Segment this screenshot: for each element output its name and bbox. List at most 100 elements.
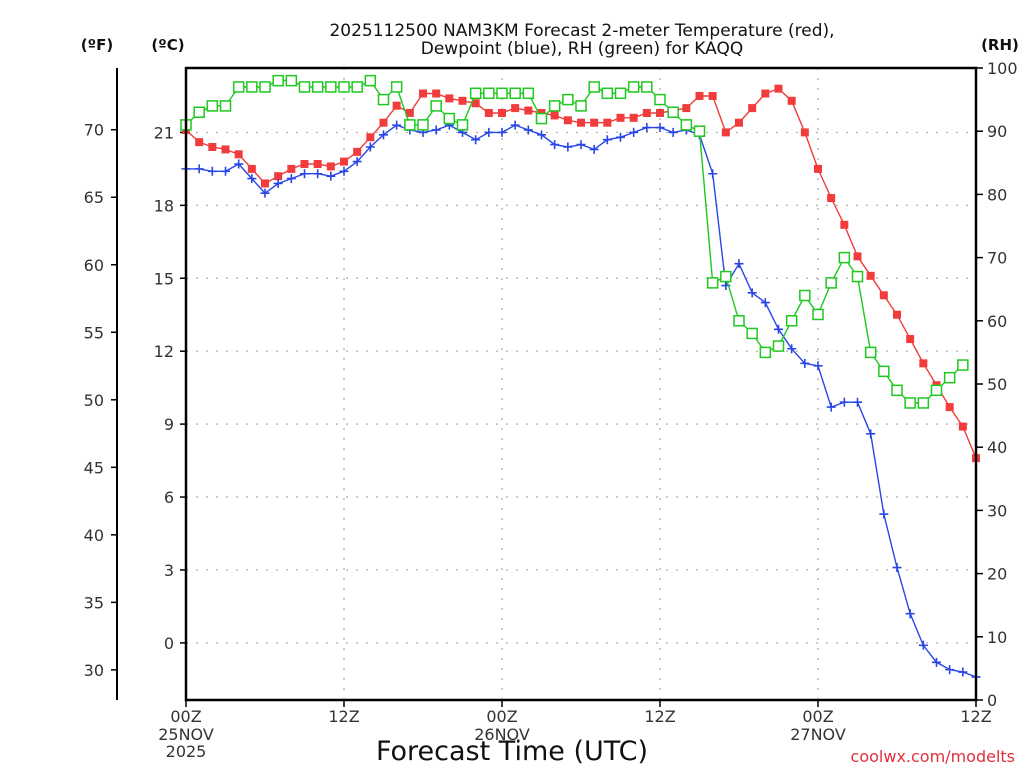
rh-tick-label: 80 <box>987 185 1007 204</box>
rh-point <box>785 315 798 327</box>
temperature-point <box>774 84 783 93</box>
dewpoint-point <box>708 169 718 179</box>
temperature-point <box>287 164 296 173</box>
date-tick-label: 25NOV <box>158 725 214 744</box>
temperature-point <box>735 118 743 127</box>
rh-point <box>469 87 482 100</box>
rh-point <box>904 397 916 409</box>
rh-point <box>193 106 205 118</box>
rh-point <box>838 251 851 264</box>
rh-point <box>575 100 587 112</box>
dewpoint-point <box>892 563 902 573</box>
dewpoint-point <box>879 509 889 519</box>
dewpoint-point <box>734 259 744 269</box>
dewpoint-point <box>642 123 652 133</box>
temperature-point <box>405 108 414 117</box>
dewpoint-point <box>194 164 204 174</box>
fahrenheit-tick-label: 35 <box>84 593 104 612</box>
temperature-point <box>945 403 954 412</box>
rh-axis: 0 10 20 30 40 50 60 70 80 90 100 <box>976 59 1018 710</box>
dewpoint-point <box>550 140 560 150</box>
rh-point <box>535 112 548 125</box>
temperature-point <box>866 271 875 280</box>
dewpoint-point <box>207 166 217 176</box>
plot-frame <box>184 66 978 702</box>
dewpoint-point <box>247 174 257 184</box>
credit-text: coolwx.com/modelts <box>851 747 1015 766</box>
rh-point <box>548 100 561 112</box>
time-tick-label: 00Z <box>170 707 201 726</box>
temperature-point <box>419 89 427 98</box>
temperature-point <box>616 113 625 122</box>
time-tick-label: 00Z <box>802 707 833 726</box>
rh-point <box>772 340 785 352</box>
dewpoint-point <box>431 125 441 135</box>
rh-point <box>259 81 271 93</box>
temperature-point <box>577 118 585 127</box>
fahrenheit-unit-label: (ºF) <box>81 36 113 54</box>
temperature-point <box>853 252 862 261</box>
rh-point <box>588 81 600 93</box>
dewpoint-point <box>510 120 520 130</box>
rh-point <box>930 384 943 397</box>
dewpoint-point <box>576 140 586 150</box>
rh-point <box>232 81 245 93</box>
dewpoint-point <box>523 125 533 135</box>
fahrenheit-tick-label: 40 <box>84 526 104 545</box>
fahrenheit-tick-label: 55 <box>84 323 104 342</box>
dewpoint-point <box>629 127 639 137</box>
dewpoint-point <box>853 397 862 407</box>
rh-point <box>851 270 864 283</box>
dewpoint-point <box>774 324 783 334</box>
dewpoint-point <box>839 397 849 407</box>
temperature-point <box>445 94 454 103</box>
temperature-point <box>511 104 520 113</box>
temperature-point <box>261 179 269 188</box>
dewpoint-point <box>945 665 955 675</box>
temperature-point <box>919 359 928 368</box>
rh-point <box>641 81 653 93</box>
temperature-point <box>392 101 401 110</box>
temperature-point <box>563 116 572 125</box>
temperature-point <box>695 91 704 100</box>
rh-point <box>456 119 469 131</box>
dewpoint-point <box>760 298 770 308</box>
rh-point <box>443 112 456 125</box>
rh-point <box>483 87 495 100</box>
dewpoint-point <box>813 361 823 371</box>
celsius-tick-label: 18 <box>154 196 174 215</box>
temperature-point <box>208 143 217 151</box>
date-tick-label: 27NOV <box>790 725 846 744</box>
rh-tick-label: 100 <box>987 59 1018 78</box>
fahrenheit-tick-label: 30 <box>84 661 104 680</box>
rh-point <box>390 81 403 93</box>
temperature-point <box>958 422 967 431</box>
year-tick-label: 2025 <box>166 742 207 761</box>
temperature-point <box>590 118 599 127</box>
dewpoint-point <box>655 123 665 133</box>
temperature-point <box>432 89 441 98</box>
rh-tick-label: 40 <box>987 438 1007 457</box>
dewpoint-point <box>221 166 230 176</box>
rh-point <box>891 384 903 397</box>
temperature-point <box>300 160 309 169</box>
rh-point <box>246 81 258 93</box>
rh-point <box>943 371 956 384</box>
temperature-point <box>353 147 362 156</box>
temperature-point <box>195 138 204 147</box>
rh-point <box>562 93 574 106</box>
date-tick-label: 26NOV <box>474 725 530 744</box>
time-tick-label: 12Z <box>328 707 359 726</box>
rh-point <box>746 327 758 340</box>
series-rh <box>180 74 969 409</box>
temperature-point <box>366 133 375 142</box>
rh-point <box>693 125 706 137</box>
data-series <box>180 74 981 682</box>
time-tick-label: 12Z <box>960 707 991 726</box>
rh-point <box>957 359 969 371</box>
fahrenheit-tick-label: 70 <box>84 121 104 140</box>
temperature-point <box>471 99 480 108</box>
rh-point <box>338 81 350 93</box>
rh-point <box>680 119 693 131</box>
dewpoint-point <box>800 358 810 368</box>
